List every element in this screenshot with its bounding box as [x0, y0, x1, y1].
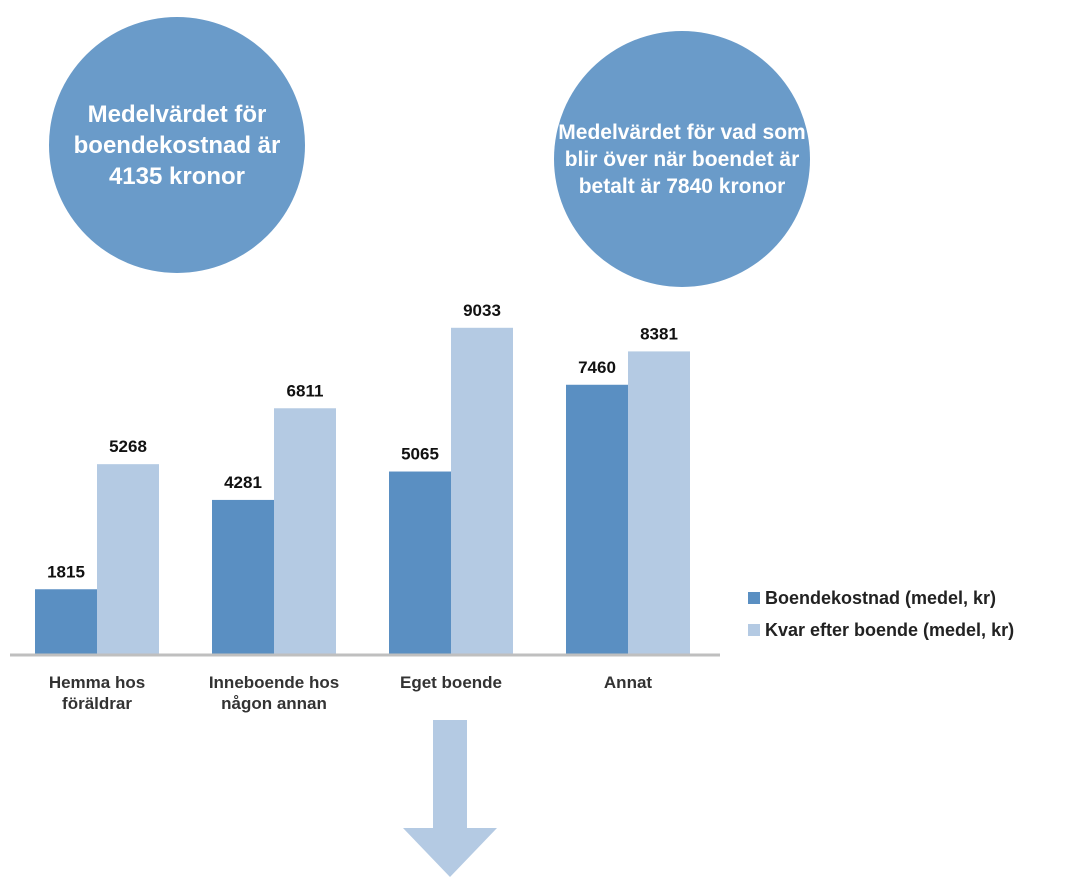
arrow-down-icon [403, 720, 497, 877]
data-label: 1815 [47, 562, 85, 581]
bar-annat-series-2 [628, 351, 690, 655]
bar-inneboende-hos-n-gon-annan-series-1 [212, 499, 274, 655]
category-label: någon annan [221, 694, 327, 713]
data-label: 8381 [640, 324, 678, 343]
bar-inneboende-hos-n-gon-annan-series-2 [274, 408, 336, 655]
callout-circle-boendekostnad: Medelvärdet för boendekostnad är 4135 kr… [49, 17, 305, 273]
category-label: Annat [604, 673, 653, 692]
data-label: 6811 [287, 381, 324, 400]
legend-label-boendekostnad: Boendekostnad (medel, kr) [765, 587, 997, 608]
legend-label-kvar-efter-boende: Kvar efter boende (medel, kr) [765, 619, 1015, 640]
bar-eget-boende-series-2 [451, 327, 513, 655]
callout-text-kvar-efter-boende: Medelvärdet för vad som blir över när bo… [558, 120, 806, 198]
arrow-down-shape [403, 720, 497, 877]
bar-hemma-hos-f-r-ldrar-series-2 [97, 464, 159, 655]
data-label: 5268 [109, 437, 147, 456]
legend-item-boendekostnad: Boendekostnad (medel, kr) [748, 582, 1014, 614]
data-label: 4281 [224, 473, 262, 492]
bar-chart: 1815 5268 Hemma hos föräldrar 4281 6811 Innebo… [10, 301, 720, 713]
bar-hemma-hos-f-r-ldrar-series-1 [35, 589, 97, 655]
legend-swatch-kvar-efter-boende [748, 624, 760, 636]
chart-legend: Boendekostnad (medel, kr) Kvar efter boe… [748, 582, 1014, 646]
category-label: Eget boende [400, 673, 502, 692]
callout-circle-kvar-efter-boende: Medelvärdet för vad som blir över när bo… [554, 31, 810, 287]
bar-annat-series-1 [566, 384, 628, 655]
category-label: Hemma hos [49, 673, 145, 692]
data-label: 5065 [401, 445, 439, 464]
data-label: 7460 [578, 358, 616, 377]
data-label: 9033 [463, 301, 501, 320]
callout-text-boendekostnad: Medelvärdet för boendekostnad är 4135 kr… [73, 100, 281, 190]
legend-item-kvar-efter-boende: Kvar efter boende (medel, kr) [748, 614, 1014, 646]
bar-eget-boende-series-1 [389, 471, 451, 655]
legend-swatch-boendekostnad [748, 592, 760, 604]
category-label: Inneboende hos [209, 673, 339, 692]
category-label: föräldrar [62, 694, 132, 713]
